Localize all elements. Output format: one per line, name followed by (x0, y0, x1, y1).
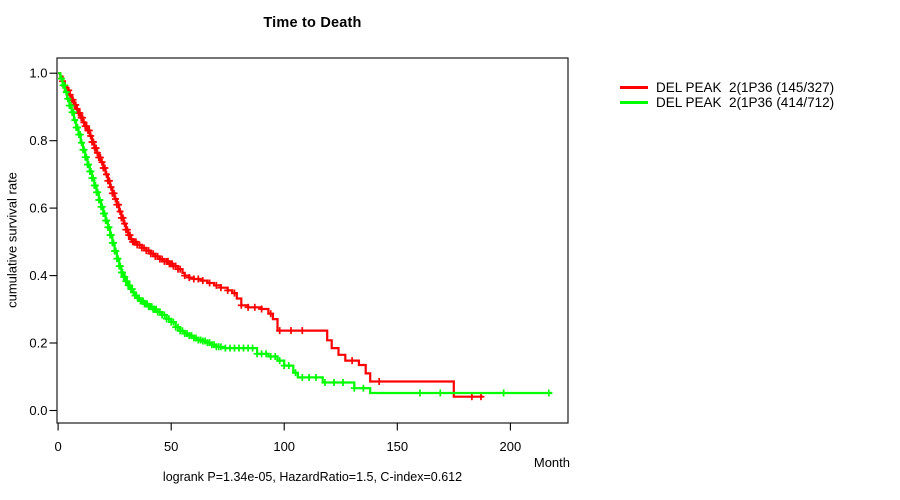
legend: DEL PEAK 2(1P36 (145/327) DEL PEAK 2(1P3… (620, 80, 834, 110)
x-tick-label: 0 (54, 439, 61, 454)
y-tick-label: 0.8 (29, 133, 47, 148)
x-axis-label: Month (533, 455, 570, 470)
y-tick-label: 0.0 (29, 403, 47, 418)
red-line-swatch (620, 86, 648, 89)
green-line-swatch (620, 101, 648, 104)
stats-annotation: logrank P=1.34e-05, HazardRatio=1.5, C-i… (162, 470, 463, 484)
y-tick-label: 0.4 (29, 268, 47, 283)
legend-item-green: DEL PEAK 2(1P36 (414/712) (620, 95, 834, 110)
chart-title: Time to Death (263, 15, 362, 31)
legend-label-green: DEL PEAK 2(1P36 (414/712) (656, 95, 835, 110)
x-tick-label: 50 (164, 439, 178, 454)
survival-curve-green (58, 72, 553, 395)
x-tick-label: 100 (273, 439, 295, 454)
survival-curve-red (58, 72, 484, 398)
legend-label-red: DEL PEAK 2(1P36 (145/327) (656, 80, 835, 95)
y-tick-label: 0.2 (29, 336, 47, 351)
x-tick-label: 150 (386, 439, 408, 454)
x-tick-label: 200 (500, 439, 522, 454)
legend-item-red: DEL PEAK 2(1P36 (145/327) (620, 80, 834, 95)
y-tick-label: 1.0 (29, 66, 47, 81)
y-tick-label: 0.6 (29, 201, 47, 216)
